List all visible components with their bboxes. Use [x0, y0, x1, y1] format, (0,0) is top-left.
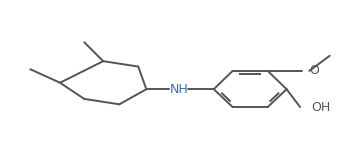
Text: NH: NH — [169, 83, 188, 96]
Text: OH: OH — [311, 100, 330, 114]
Text: O: O — [309, 64, 319, 77]
